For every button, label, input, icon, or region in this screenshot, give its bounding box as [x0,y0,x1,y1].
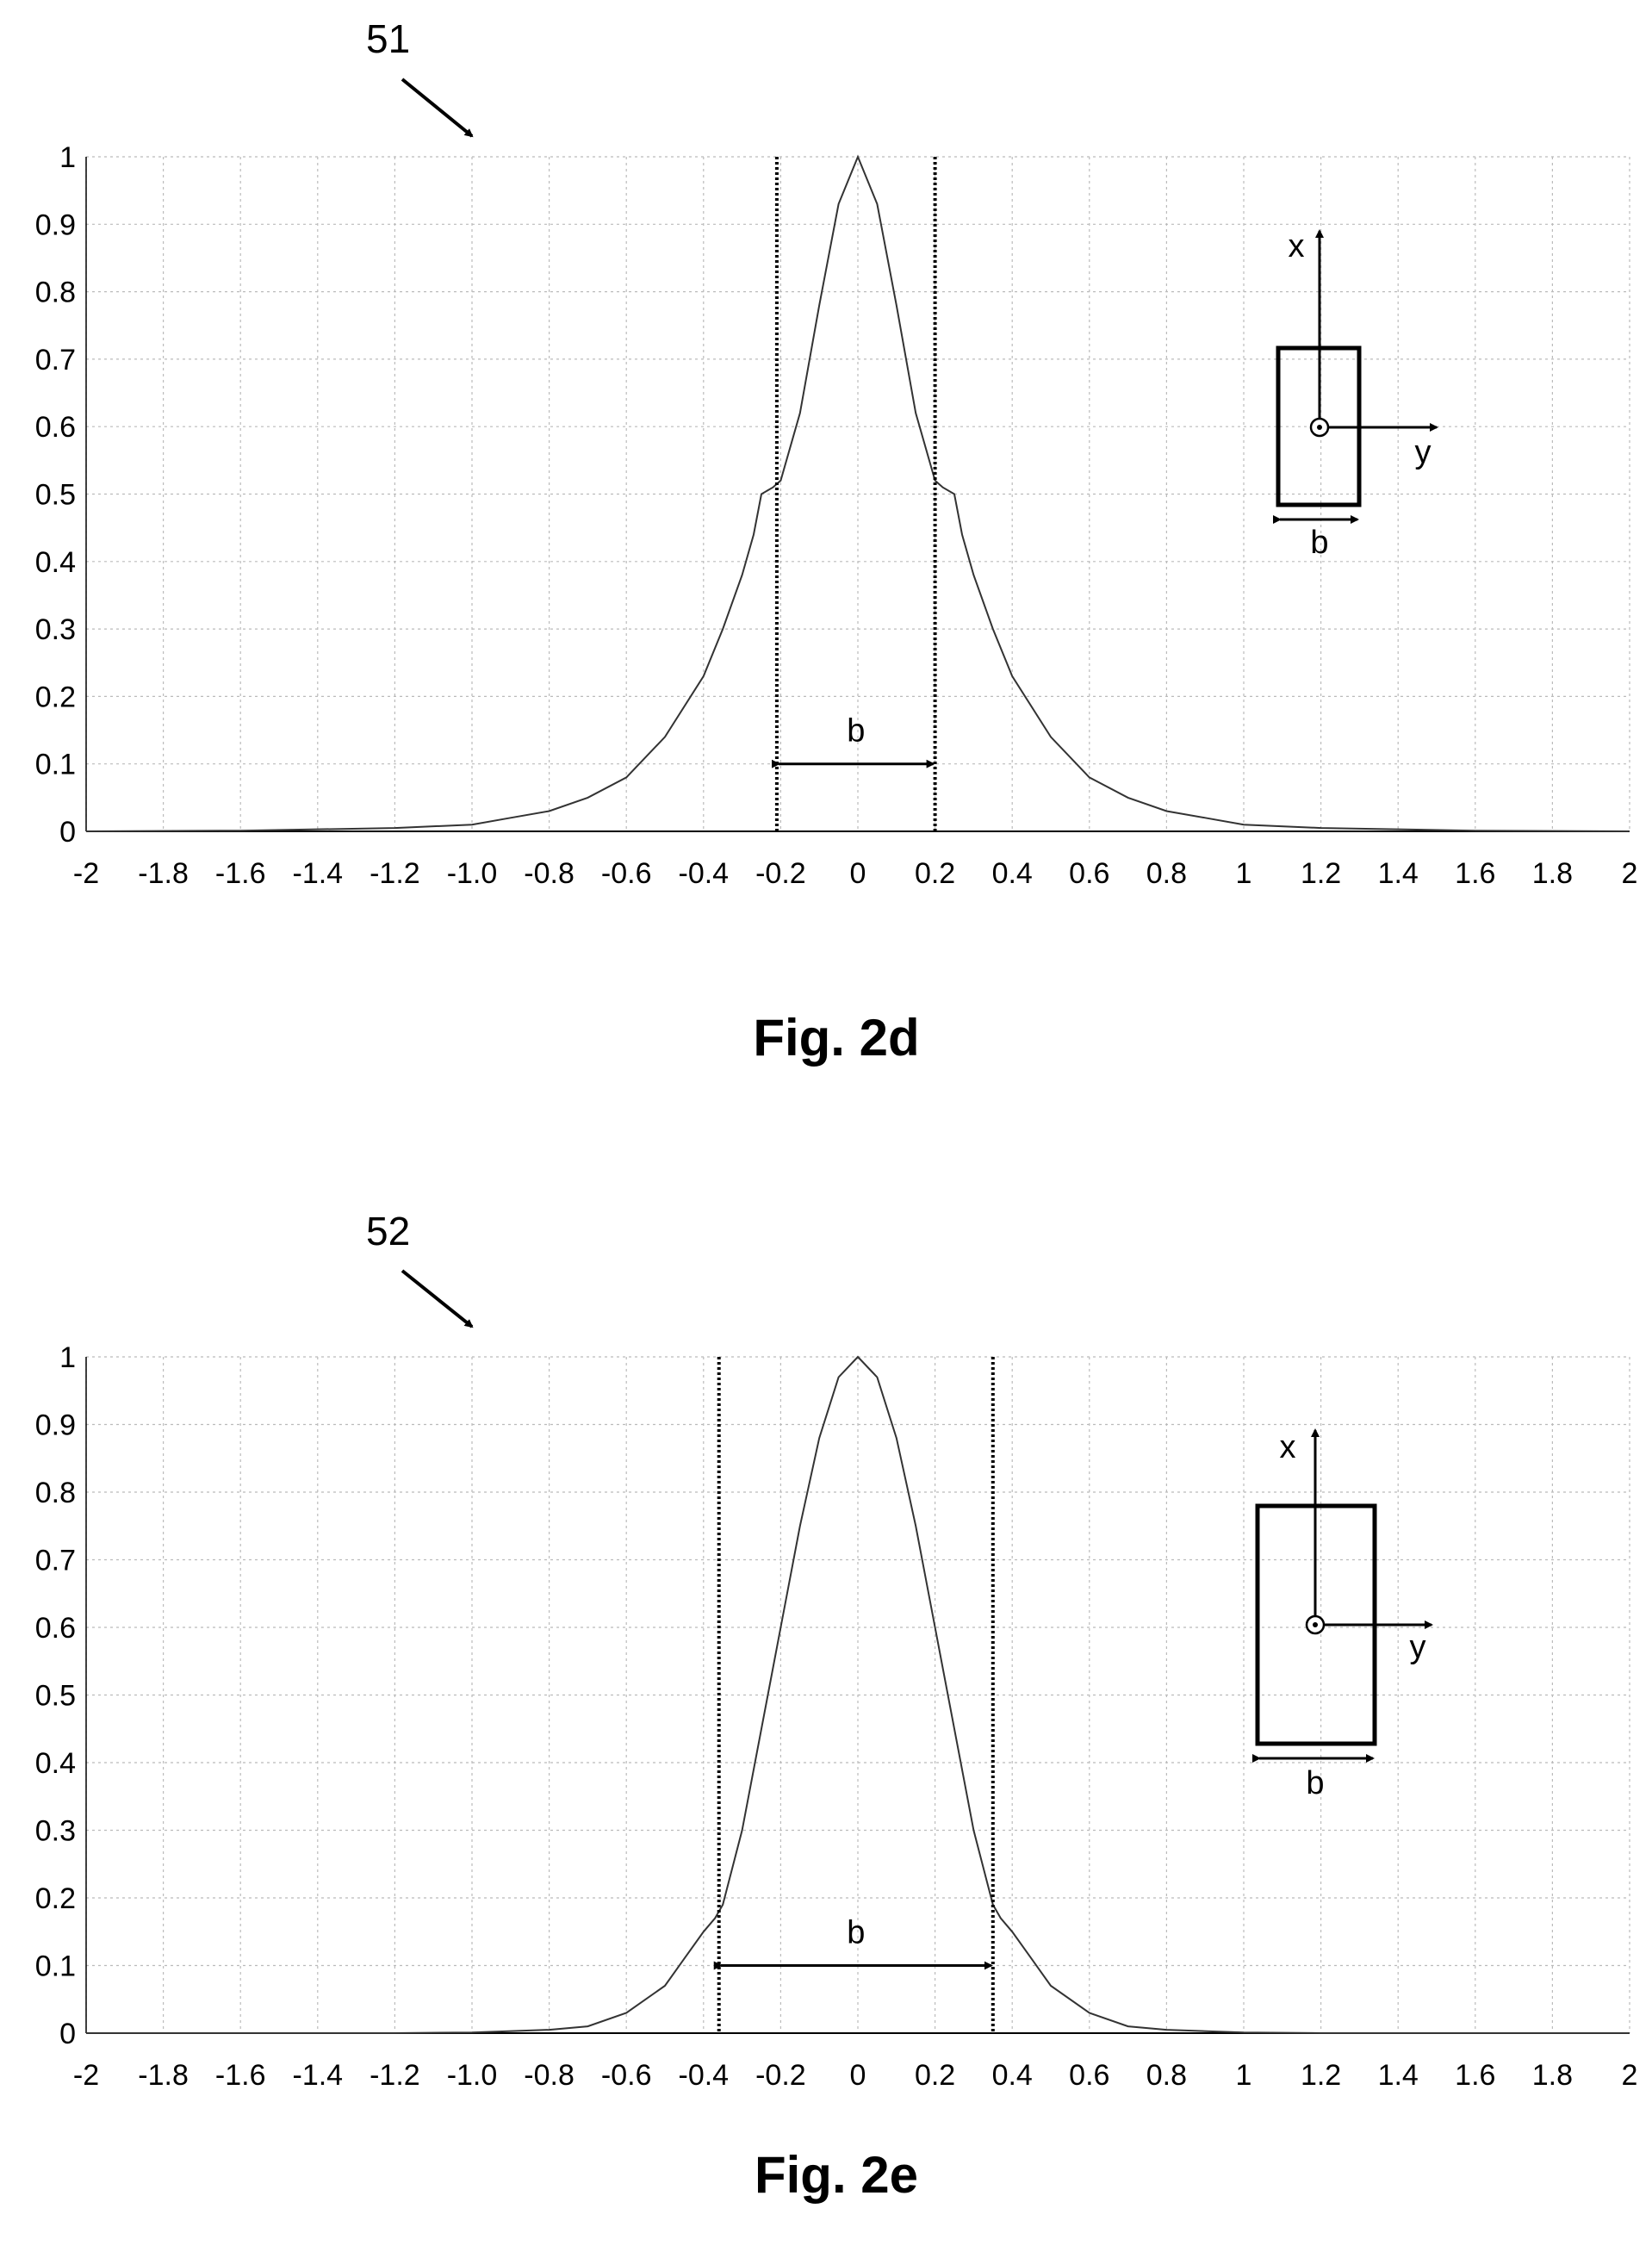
x-tick-label: -1.2 [370,2059,420,2092]
x-tick-label: 0.6 [1069,2059,1109,2092]
y-tick-label: 0.6 [35,1612,76,1645]
x-tick-label: 1.6 [1455,857,1495,890]
x-tick-label: 1 [1236,857,1252,890]
inset-y-label: y [1410,1629,1426,1665]
x-tick-label: -0.6 [601,2059,652,2092]
inset-x-label: x [1280,1429,1296,1465]
origin-dot-icon [1317,425,1322,430]
x-tick-label: -1.8 [138,2059,189,2092]
reference-arrow [401,78,474,138]
x-tick-label: 1.2 [1301,857,1341,890]
width-dimension-label: b [847,713,865,750]
x-tick-label: 2 [1622,2059,1638,2092]
x-tick-label: -0.4 [679,857,730,890]
x-tick-label: 1.2 [1301,2059,1341,2092]
figure-caption: Fig. 2d [753,1009,920,1067]
data-series-line [85,154,1630,832]
x-tick-label: 1.8 [1532,2059,1573,2092]
x-tick-label: 0.8 [1146,2059,1187,2092]
inset-y-label: y [1415,434,1432,470]
x-tick-label: -1.4 [293,2059,344,2092]
x-tick-label: 0 [850,2059,866,2092]
x-tick-labels: -2 -1.8 -1.6 -1.4 -1.2 -1.0 -0.8 -0.6 -0.4 -0.2 0 0… [73,2059,1638,2092]
y-tick-label: 0.5 [35,479,76,512]
y-tick-labels: 0 0.1 0.2 0.3 0.4 0.5 0.6 0.7 0.8 0.9 1 [35,1341,76,2050]
width-dimension-label: b [847,1915,865,1951]
reference-number-label: 52 [366,1209,411,1253]
origin-dot-icon [1313,1622,1318,1627]
chart-2d: -2 -1.8 -1.6 -1.4 -1.2 -1.0 -0.8 -0.6 -0.4 -0.2 0 0… [35,78,1638,890]
x-tick-label: -0.2 [755,857,806,890]
x-tick-label: -0.2 [755,2059,806,2092]
cross-section-inset: x y b [1273,228,1438,561]
cross-section-inset: x y b [1252,1428,1433,1801]
y-tick-label: 0.3 [35,1815,76,1848]
x-tick-label: -1.2 [370,857,420,890]
y-tick-label: 1 [59,1341,76,1374]
x-tick-label: 1.6 [1455,2059,1495,2092]
y-tick-label: 0.7 [35,1545,76,1577]
chart-2e: -2 -1.8 -1.6 -1.4 -1.2 -1.0 -0.8 -0.6 -0.4 -0.2 0 0… [35,1269,1638,2092]
y-tick-labels: 0 0.1 0.2 0.3 0.4 0.5 0.6 0.7 0.8 0.9 1 [35,141,76,849]
figure-2e: 52 -2 -1.8 -1.6 -1.4 -1.2 -1.0 -0.8 -0.6 -0.4 -0.… [0,1197,1652,2258]
x-tick-label: -1.4 [293,857,344,890]
x-tick-label: 1.4 [1378,857,1419,890]
x-tick-label: -1.0 [447,2059,498,2092]
x-tick-label: -1.8 [138,857,189,890]
x-tick-label: 2 [1622,857,1638,890]
x-tick-label: -1.0 [447,857,498,890]
y-tick-label: 1 [59,141,76,174]
x-tick-label: -0.6 [601,857,652,890]
x-tick-labels: -2 -1.8 -1.6 -1.4 -1.2 -1.0 -0.8 -0.6 -0.4 -0.2 0 0… [73,857,1638,890]
y-tick-label: 0.8 [35,1477,76,1509]
inset-width-label: b [1306,1765,1324,1801]
x-tick-label: 0.4 [992,2059,1033,2092]
y-tick-label: 0.4 [35,546,76,579]
reference-arrow [401,1269,474,1328]
y-tick-label: 0.6 [35,411,76,444]
y-tick-label: 0.9 [35,208,76,241]
x-tick-label: -1.6 [215,2059,266,2092]
y-tick-label: 0.3 [35,613,76,646]
x-tick-label: 0.2 [915,857,955,890]
figure-caption: Fig. 2e [754,2146,919,2204]
y-tick-label: 0.7 [35,344,76,376]
y-tick-label: 0.1 [35,749,76,781]
grid-lines [85,1356,1630,2034]
x-tick-label: -2 [73,2059,99,2092]
y-tick-label: 0.2 [35,1882,76,1915]
y-tick-label: 0 [59,2018,76,2050]
y-tick-label: 0.5 [35,1680,76,1713]
x-tick-label: -1.6 [215,857,266,890]
x-tick-label: -0.8 [524,2059,574,2092]
y-tick-label: 0.8 [35,277,76,309]
data-series-line [86,1355,1630,2034]
x-tick-label: 0.8 [1146,857,1187,890]
y-tick-label: 0 [59,816,76,849]
y-tick-label: 0.2 [35,681,76,713]
x-tick-label: 0.6 [1069,857,1109,890]
figure-2d: 51 -2 -1.8 -1.6 -1.4 -1.2 -1.0 -0.8 -0.6 -0.4 -0.… [35,16,1638,1067]
x-tick-label: 0.4 [992,857,1033,890]
x-tick-label: -0.4 [679,2059,730,2092]
y-tick-label: 0.4 [35,1747,76,1780]
x-tick-label: 1.8 [1532,857,1573,890]
inset-width-label: b [1310,525,1328,561]
reference-number-label: 51 [366,16,411,61]
y-tick-label: 0.1 [35,1950,76,1983]
inset-x-label: x [1289,228,1305,264]
x-tick-label: 1 [1236,2059,1252,2092]
y-tick-label: 0.9 [35,1409,76,1442]
x-tick-label: 1.4 [1378,2059,1419,2092]
x-tick-label: -2 [73,857,99,890]
x-tick-label: 0.2 [915,2059,955,2092]
x-tick-label: -0.8 [524,857,574,890]
x-tick-label: 0 [850,857,866,890]
